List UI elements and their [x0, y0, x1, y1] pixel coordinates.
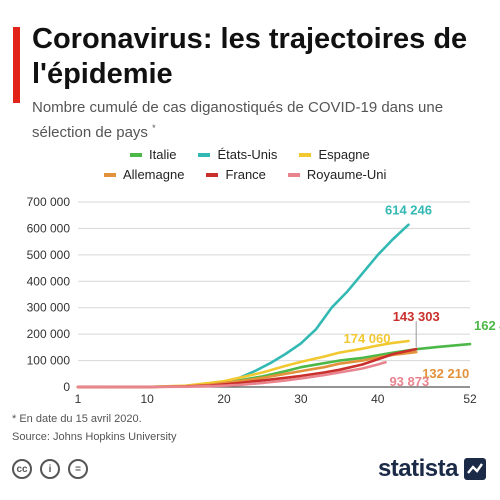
chart-title: Coronavirus: les trajectoires de l'épide…	[32, 23, 468, 90]
end-value-label-etats-unis: 614 246	[385, 203, 432, 218]
no-derivatives-icon: =	[68, 459, 88, 479]
x-tick-label: 20	[217, 392, 231, 406]
end-value-label-italie: 162 488	[474, 318, 500, 333]
series-line-royaume-uni	[76, 360, 387, 389]
legend-label-espagne: Espagne	[318, 147, 370, 162]
legend-item-france: France	[206, 167, 266, 182]
legend-label-etats-unis: États-Unis	[217, 147, 278, 162]
legend-swatch-etats-unis	[198, 152, 211, 157]
legend-item-royaume-uni: Royaume-Uni	[287, 167, 387, 182]
legend-swatch-italie	[130, 152, 142, 157]
end-value-label-espagne: 174 060	[344, 331, 391, 346]
legend-row-1: Italie États-Unis Espagne	[130, 147, 392, 162]
x-tick-label: 10	[140, 392, 154, 406]
brand-wordmark: statista	[377, 455, 459, 482]
y-tick-label: 600 000	[27, 221, 71, 235]
y-tick-label: 100 000	[27, 354, 71, 368]
footnote-date: * En date du 15 avril 2020.	[12, 413, 142, 425]
y-tick-label: 400 000	[27, 274, 71, 288]
attribution-icon: i	[40, 459, 60, 479]
legend-swatch-allemagne	[104, 172, 116, 177]
legend-label-france: France	[225, 167, 266, 182]
y-tick-label: 300 000	[27, 301, 71, 315]
legend-item-espagne: Espagne	[299, 147, 370, 162]
legend-swatch-france	[206, 172, 219, 177]
y-tick-label: 500 000	[27, 248, 71, 262]
statista-logo: statista	[378, 455, 486, 483]
y-tick-label: 200 000	[27, 327, 71, 341]
legend-label-allemagne: Allemagne	[123, 167, 185, 182]
statista-mark-icon	[464, 458, 486, 480]
x-tick-label: 52	[463, 392, 477, 406]
line-chart: 0 100 000 200 000 300 000 400 000 500 000 600 …	[27, 195, 500, 406]
title-accent-bar	[13, 27, 20, 103]
x-tick-label: 30	[294, 392, 308, 406]
footnote-source: Source: Johns Hopkins University	[12, 431, 177, 443]
x-tick-label: 1	[75, 392, 82, 406]
legend-label-royaume-uni: Royaume-Uni	[306, 167, 387, 182]
y-tick-label: 0	[63, 380, 70, 394]
legend-item-etats-unis: États-Unis	[198, 147, 277, 162]
x-tick-label: 40	[371, 392, 385, 406]
chart-subtitle: Nombre cumulé de cas diganostiqués de CO…	[32, 98, 482, 143]
end-value-label-allemagne: 132 210	[422, 366, 469, 381]
subtitle-text: Nombre cumulé de cas diganostiqués de CO…	[32, 99, 444, 141]
subtitle-footnote-mark: *	[152, 123, 156, 133]
series-line-etats-unis	[76, 223, 410, 389]
legend-swatch-espagne	[299, 152, 312, 157]
legend-row-2: Allemagne France Royaume-Uni	[104, 167, 408, 182]
legend-item-italie: Italie	[130, 147, 176, 162]
end-value-label-royaume-uni: 93 873	[389, 374, 429, 389]
y-tick-label: 700 000	[27, 195, 71, 209]
legend-item-allemagne: Allemagne	[104, 167, 184, 182]
legend-label-italie: Italie	[149, 147, 177, 162]
creative-commons-icon: cc	[12, 459, 32, 479]
legend-swatch-royaume-uni	[287, 172, 300, 177]
end-value-label-france: 143 303	[393, 309, 440, 324]
license-icons: cc i =	[12, 459, 96, 479]
